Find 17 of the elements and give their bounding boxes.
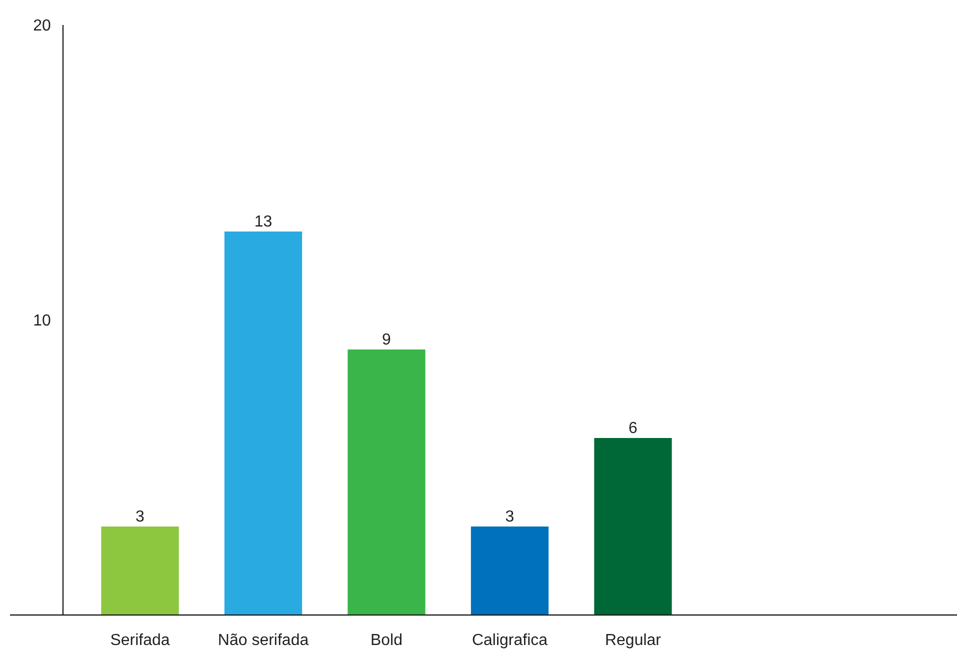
bar [594, 438, 672, 615]
bar [470, 526, 549, 615]
x-tick-label: Caligrafica [472, 632, 548, 649]
y-tick-label: 20 [33, 18, 51, 35]
data-label: 3 [136, 508, 145, 526]
y-tick-label: 10 [33, 312, 51, 330]
x-tick-label: Bold [370, 632, 403, 649]
data-label: 13 [254, 214, 272, 230]
x-tick-label: Não serifada [218, 632, 309, 649]
bar [101, 526, 179, 615]
bar [224, 232, 302, 615]
data-label: 3 [505, 508, 514, 526]
x-tick-label: Regular [604, 632, 662, 649]
data-label: 9 [382, 332, 392, 348]
bar [348, 350, 426, 615]
x-tick-label: Serifada [110, 632, 170, 649]
data-label: 6 [628, 420, 638, 437]
